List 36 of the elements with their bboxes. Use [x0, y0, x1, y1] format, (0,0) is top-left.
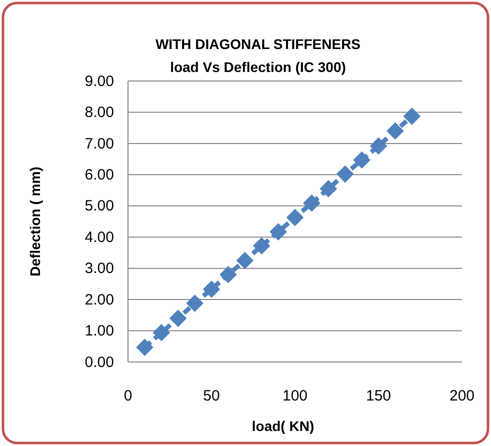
point: [386, 122, 404, 140]
point: [370, 137, 388, 155]
x-tick-label: 0: [124, 388, 132, 405]
point: [270, 223, 287, 240]
chart-title: WITH DIAGONAL STIFFENERS: [155, 36, 361, 52]
x-axis-title: load( KN): [252, 418, 314, 434]
point: [353, 151, 370, 169]
y-tick-label: 2.00: [84, 291, 114, 308]
point: [136, 338, 154, 356]
y-tick-label: 8.00: [84, 104, 114, 122]
point: [236, 252, 254, 270]
point: [403, 108, 421, 125]
y-tick-label: 5.00: [84, 198, 114, 215]
x-tick-label: 100: [282, 388, 308, 405]
x-tick-label: 150: [366, 388, 392, 405]
chart-subtitle: load Vs Deflection (IC 300): [170, 59, 346, 75]
point: [220, 266, 237, 284]
y-tick-label: 3.00: [84, 260, 114, 278]
y-tick-label: 7.00: [84, 135, 114, 152]
x-tick-label: 50: [203, 388, 220, 405]
point: [152, 324, 170, 342]
point: [169, 310, 187, 327]
point: [286, 208, 304, 226]
y-tick-label: 4.00: [84, 228, 114, 246]
y-tick-label: 1.00: [84, 322, 114, 340]
y-tick-label: 9.00: [84, 72, 114, 90]
point: [186, 294, 204, 312]
y-tick-label: 0.00: [84, 354, 114, 371]
point: [252, 237, 270, 255]
y-axis-title: Deflection ( mm): [27, 166, 43, 276]
point: [303, 194, 320, 212]
point: [320, 180, 338, 198]
x-tick-label: 200: [449, 388, 475, 405]
point: [336, 165, 354, 183]
y-tick-label: 6.00: [84, 166, 114, 184]
point: [202, 280, 220, 298]
